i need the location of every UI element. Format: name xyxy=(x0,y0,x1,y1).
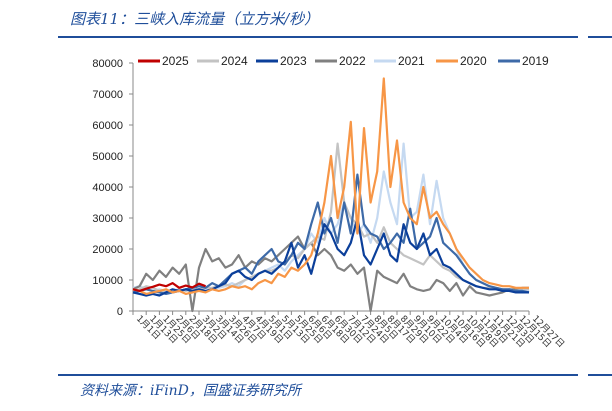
header-divider xyxy=(58,36,578,38)
y-tick-label: 70000 xyxy=(92,89,123,101)
legend-label-2024: 2024 xyxy=(221,54,248,68)
y-tick-label: 10000 xyxy=(92,275,123,287)
footer-divider xyxy=(58,374,578,376)
source-note: 资料来源：iFinD，国盛证券研究所 xyxy=(80,383,301,399)
legend-label-2023: 2023 xyxy=(280,54,307,68)
series-line-2019 xyxy=(132,173,530,295)
y-tick-label: 40000 xyxy=(92,182,123,194)
y-tick-label: 60000 xyxy=(92,120,123,132)
legend-label-2019: 2019 xyxy=(522,54,549,68)
header-divider-right xyxy=(588,36,612,38)
legend-label-2021: 2021 xyxy=(398,54,425,68)
y-tick-label: 20000 xyxy=(92,244,123,256)
legend-label-2022: 2022 xyxy=(339,54,366,68)
series-line-2022 xyxy=(132,235,529,313)
y-tick-label: 80000 xyxy=(92,58,123,70)
series-line-2025 xyxy=(132,282,206,292)
chart-title: 图表11：三峡入库流量（立方米/秒） xyxy=(70,10,320,28)
y-tick-label: 0 xyxy=(117,306,123,318)
legend-label-2025: 2025 xyxy=(162,54,189,68)
series-line-2023 xyxy=(132,216,529,297)
y-tick-label: 30000 xyxy=(92,213,123,225)
legend-label-2020: 2020 xyxy=(460,54,487,68)
series-line-2020 xyxy=(132,77,529,295)
y-tick-label: 50000 xyxy=(92,151,123,163)
footer-divider-right xyxy=(588,374,612,376)
